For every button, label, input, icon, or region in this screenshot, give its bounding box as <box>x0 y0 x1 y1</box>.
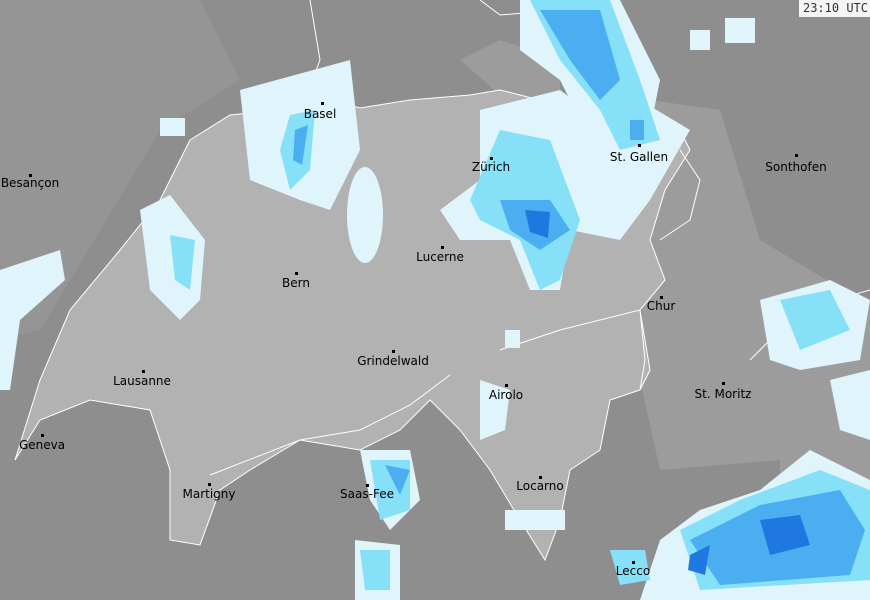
city-dot <box>321 102 324 105</box>
city-dot <box>539 476 542 479</box>
city-label: Lecco <box>615 564 651 578</box>
city-label: Grindelwald <box>357 354 429 368</box>
city-dot <box>295 272 298 275</box>
city-dot <box>505 384 508 387</box>
city-label: Lausanne <box>113 374 171 388</box>
city-dot <box>795 154 798 157</box>
city-label: Besançon <box>0 176 60 190</box>
city-dot <box>29 174 32 177</box>
city-dot <box>441 246 444 249</box>
city-label: Geneva <box>18 438 66 452</box>
city-label: Locarno <box>516 479 564 493</box>
city-dot <box>41 434 44 437</box>
city-label: St. Moritz <box>694 387 752 401</box>
city-label: Sonthofen <box>765 160 827 174</box>
city-dot <box>142 370 145 373</box>
city-dot <box>660 296 663 299</box>
city-label: Zürich <box>471 160 511 174</box>
city-dot <box>722 382 725 385</box>
city-label: Martigny <box>182 487 236 501</box>
timestamp-label: 23:10 UTC <box>798 0 870 17</box>
city-label: Airolo <box>488 388 524 402</box>
city-dot <box>490 157 493 160</box>
city-label: St. Gallen <box>609 150 669 164</box>
city-dot <box>638 144 641 147</box>
city-dot <box>366 484 369 487</box>
city-label: Saas-Fee <box>340 487 394 501</box>
city-label: Chur <box>646 299 676 313</box>
city-label: Bern <box>282 276 310 290</box>
city-dot <box>632 561 635 564</box>
city-label: Basel <box>303 107 337 121</box>
city-dot <box>208 483 211 486</box>
city-dot <box>392 350 395 353</box>
city-label: Lucerne <box>416 250 464 264</box>
